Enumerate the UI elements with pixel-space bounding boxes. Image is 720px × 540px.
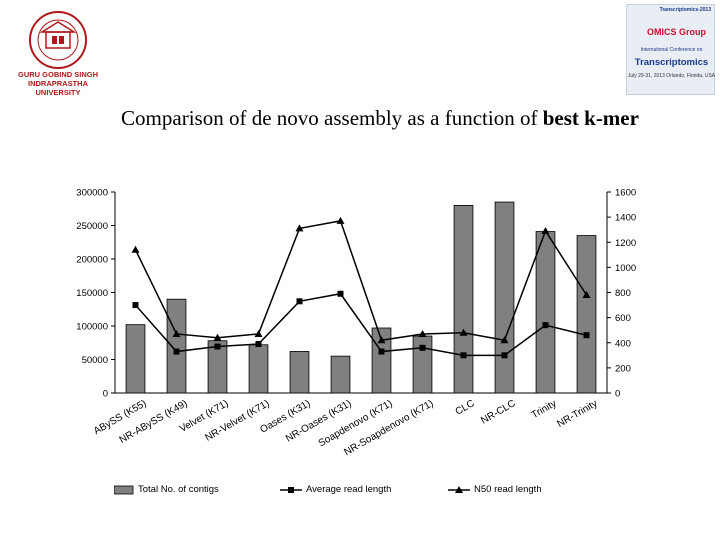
bar-contigs — [330, 355, 351, 394]
y-left-tick-label: 0 — [103, 389, 108, 400]
slide-title: Comparison of de novo assembly as a func… — [0, 106, 720, 131]
point-average — [583, 332, 590, 339]
y-right-tick-label: 800 — [615, 288, 631, 299]
university-logo: GURU GOBIND SINGH INDRAPRASTHA UNIVERSIT… — [8, 6, 108, 98]
point-n50 — [295, 224, 304, 232]
legend-label-contigs: Total No. of contigs — [138, 484, 219, 495]
y-right-tick-label: 400 — [615, 338, 631, 349]
bar-contigs — [166, 298, 187, 394]
assembly-chart: 0 50000 100000 150000 200000 250000 300000 0 200… — [76, 188, 636, 459]
y-left-tick-label: 100000 — [76, 322, 108, 333]
legend-label-n50: N50 read length — [474, 484, 542, 495]
bar-contigs — [248, 344, 269, 394]
point-average — [501, 352, 508, 359]
point-average — [255, 341, 262, 348]
line-average-read-length — [134, 292, 587, 357]
bar-contigs — [289, 351, 310, 394]
legend-item-contigs: Total No. of contigs — [114, 484, 219, 495]
point-average — [419, 344, 426, 351]
emblem-icon — [29, 11, 87, 69]
point-average — [173, 348, 180, 355]
point-average — [296, 298, 303, 305]
conference-badge: Transcriptomics-2013 OMICS Group Interna… — [626, 4, 715, 95]
point-average — [542, 322, 549, 329]
y-right-tick-label: 200 — [615, 363, 631, 374]
point-average — [378, 348, 385, 355]
point-n50 — [131, 245, 140, 253]
legend: Total No. of contigs Average read length… — [0, 484, 720, 498]
y-left-tick-label: 200000 — [76, 255, 108, 266]
bar-contigs — [207, 340, 228, 394]
badge-main: Transcriptomics — [634, 57, 709, 68]
y-right-tick-label: 0 — [615, 389, 620, 400]
legend-label-average: Average read length — [306, 484, 392, 495]
x-tick-label: CLC — [454, 398, 477, 418]
y-right-tick-label: 1600 — [615, 188, 636, 199]
y-left-tick-label: 150000 — [76, 288, 108, 299]
bar-contigs — [453, 205, 474, 394]
x-tick-label: NR-Trinity — [555, 398, 599, 430]
point-average — [214, 343, 221, 350]
title-bold: best k-mer — [542, 106, 639, 130]
point-n50 — [377, 336, 386, 344]
point-n50 — [541, 226, 550, 234]
point-average — [337, 290, 344, 297]
badge-omics: OMICS Group — [647, 27, 706, 37]
badge-conference: International Conference on — [640, 47, 703, 53]
x-tick-label: NR-ABySS (K49) — [118, 398, 190, 446]
point-average — [460, 352, 467, 359]
y-left-tick-label: 300000 — [76, 188, 108, 199]
line-n50-read-length — [134, 220, 588, 342]
badge-top: Transcriptomics-2013 — [659, 7, 711, 13]
badge-date: July 29-31, 2013 Orlando, Florida, USA — [627, 73, 716, 79]
point-n50 — [213, 333, 222, 341]
bar-contigs — [576, 235, 597, 394]
legend-item-n50: N50 read length — [448, 484, 542, 495]
y-left-tick-label: 250000 — [76, 221, 108, 232]
point-n50 — [336, 216, 345, 224]
point-n50 — [418, 329, 427, 337]
point-n50 — [582, 291, 591, 299]
point-average — [132, 302, 139, 309]
y-right-tick-label: 1000 — [615, 263, 636, 274]
point-n50 — [500, 336, 509, 344]
y-left-tick-label: 50000 — [82, 355, 108, 366]
point-n50 — [172, 329, 181, 337]
point-n50 — [254, 329, 263, 337]
point-n50 — [459, 328, 468, 336]
bar-contigs — [125, 324, 146, 394]
bar-contigs — [412, 335, 433, 394]
legend-square-line — [280, 486, 302, 493]
x-tick-label: NR-CLC — [479, 398, 517, 426]
legend-item-average: Average read length — [280, 484, 391, 495]
university-name: GURU GOBIND SINGH INDRAPRASTHA UNIVERSIT… — [17, 70, 98, 97]
bar-contigs — [535, 231, 556, 394]
y-right-tick-label: 600 — [615, 313, 631, 324]
y-right-tick-label: 1200 — [615, 238, 636, 249]
title-plain: Comparison of de novo assembly as a func… — [121, 106, 543, 130]
legend-bar-swatch — [114, 485, 134, 494]
y-right-tick-label: 1400 — [615, 213, 636, 224]
legend-triangle-line — [448, 485, 470, 493]
x-tick-label: Trinity — [530, 398, 559, 421]
bar-contigs — [494, 201, 515, 394]
